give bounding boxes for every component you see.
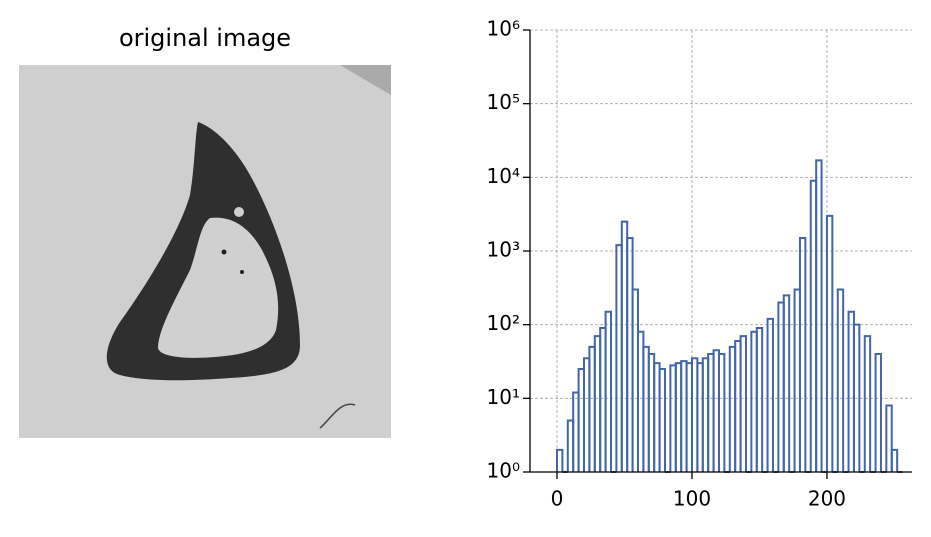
x-tick-label: 0 xyxy=(551,487,564,511)
histogram-bin xyxy=(815,159,823,472)
histogram-bin xyxy=(717,352,726,472)
histogram-bin xyxy=(863,335,872,472)
image xyxy=(19,65,391,438)
histogram-bin xyxy=(836,288,845,472)
image-title: original image xyxy=(119,24,291,52)
histogram-bin xyxy=(555,448,564,472)
histogram-bin xyxy=(885,404,893,472)
histogram-bin xyxy=(852,323,861,472)
histogram-bin xyxy=(825,214,834,472)
y-tick-label: 10⁴ xyxy=(487,164,520,188)
histogram-bin xyxy=(658,368,666,472)
histogram-bin xyxy=(755,327,764,472)
y-tick-label: 10² xyxy=(487,311,520,335)
histogram-bin xyxy=(739,335,747,472)
histogram-bin xyxy=(782,294,791,472)
y-tick-label: 10⁵ xyxy=(487,90,520,114)
x-tick-label: 200 xyxy=(808,487,846,511)
y-tick-label: 10³ xyxy=(487,238,520,262)
x-tick-label: 100 xyxy=(673,487,711,511)
histogram-bin xyxy=(890,448,899,472)
y-tick-label: 10⁰ xyxy=(487,459,520,483)
histogram-bin xyxy=(766,317,774,472)
y-tick-label: 10⁶ xyxy=(487,17,520,41)
histogram-bin xyxy=(604,310,612,472)
histogram-bin xyxy=(798,237,807,472)
y-tick-label: 10¹ xyxy=(487,385,520,409)
histogram-bin xyxy=(874,352,882,472)
